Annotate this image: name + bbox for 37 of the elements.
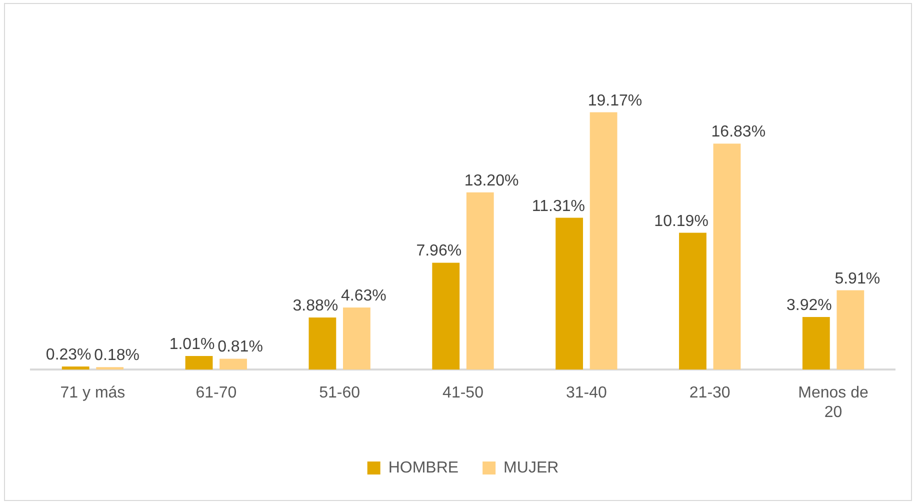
bar [308, 318, 336, 370]
data-label: 0.81% [218, 338, 263, 356]
bar [466, 192, 494, 370]
data-label: 3.92% [786, 296, 832, 314]
legend-label: HOMBRE [388, 459, 459, 476]
data-label: 5.91% [834, 270, 880, 288]
bar [342, 307, 370, 370]
data-label: 7.96% [416, 242, 462, 260]
x-tick-label: 61-70 [196, 384, 237, 402]
bar [96, 367, 124, 370]
data-label: 3.88% [292, 298, 338, 315]
x-tick-label: Menos de 20 [798, 384, 869, 421]
data-label: 13.20% [464, 172, 519, 190]
data-label: 10.19% [654, 212, 708, 230]
bar [590, 112, 618, 370]
x-tick-label: 41-50 [442, 384, 484, 402]
bar [62, 366, 90, 370]
bar [679, 232, 706, 370]
data-label: 19.17% [588, 92, 642, 110]
bar [185, 356, 213, 370]
bar [802, 316, 830, 370]
bar [432, 262, 460, 370]
data-label: 11.31% [532, 198, 586, 215]
bar [836, 290, 864, 370]
bar [713, 144, 741, 370]
x-tick-label: 51-60 [319, 384, 360, 402]
data-label: 0.18% [94, 347, 140, 364]
data-label: 16.83% [711, 124, 766, 141]
bar [556, 218, 584, 370]
data-label: 4.63% [340, 287, 386, 304]
x-tick-label: 71 y más [60, 384, 126, 402]
data-label: 1.01% [169, 336, 215, 354]
x-tick-label: 31-40 [566, 384, 607, 402]
data-label: 0.23% [46, 346, 92, 364]
legend-label: MUJER [504, 459, 559, 476]
x-tick-label: 21-30 [689, 384, 730, 402]
bar [220, 358, 247, 370]
